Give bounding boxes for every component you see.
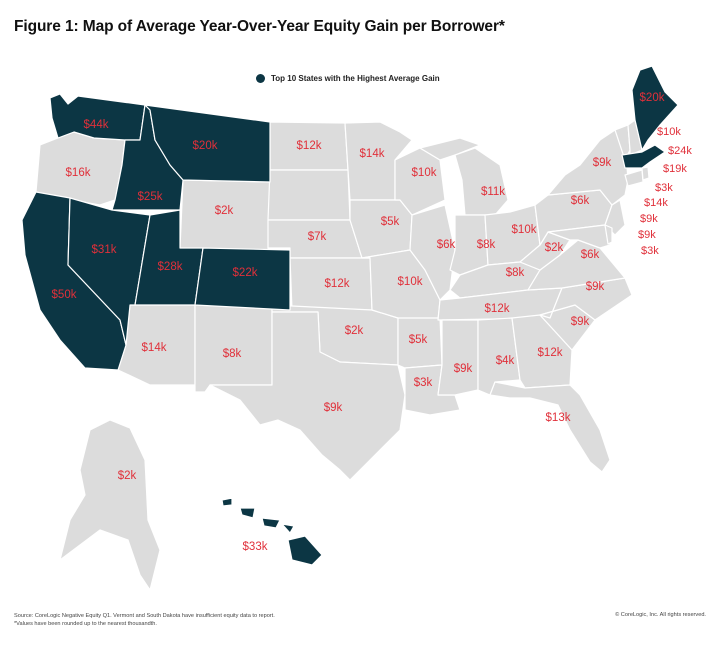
label-id: $25k xyxy=(138,191,163,203)
state-tx xyxy=(209,311,406,481)
state-mi xyxy=(419,137,509,216)
label-ca: $50k xyxy=(52,289,77,301)
legend: Top 10 States with the Highest Average G… xyxy=(256,74,440,83)
legend-swatch-icon xyxy=(256,74,265,83)
state-il xyxy=(409,204,456,301)
state-hi xyxy=(221,497,323,566)
label-ky: $8k xyxy=(506,267,525,279)
label-tn: $12k xyxy=(485,303,510,315)
footer-source-line: Source: CoreLogic Negative Equity Q1. Ve… xyxy=(14,613,275,619)
state-nj xyxy=(604,199,626,236)
label-hi: $33k xyxy=(243,541,268,553)
label-sc: $9k xyxy=(571,316,590,328)
label-co: $22k xyxy=(233,267,258,279)
state-de xyxy=(604,224,613,245)
label-ri: $19k xyxy=(663,163,687,175)
state-mt xyxy=(144,104,271,183)
highlight-states xyxy=(21,65,679,566)
label-la: $3k xyxy=(414,377,433,389)
label-wi: $10k xyxy=(412,167,437,179)
state-ms xyxy=(437,319,479,396)
label-nd: $12k xyxy=(297,140,322,152)
map-title: Figure 1: Map of Average Year-Over-Year … xyxy=(14,18,505,35)
label-ga: $12k xyxy=(538,347,563,359)
label-nh: $10k xyxy=(657,126,681,138)
label-mt: $20k xyxy=(193,140,218,152)
label-nv: $31k xyxy=(92,244,117,256)
label-az: $14k xyxy=(142,342,167,354)
state-ct xyxy=(624,169,644,187)
label-oh: $10k xyxy=(512,224,537,236)
label-va: $6k xyxy=(581,249,600,261)
state-ia xyxy=(349,199,413,259)
footer-copyright: © CoreLogic, Inc. All rights reserved. xyxy=(615,612,706,618)
label-ma: $24k xyxy=(668,145,692,157)
label-ny: $9k xyxy=(593,157,612,169)
label-mn: $14k xyxy=(360,148,385,160)
state-ri xyxy=(641,166,650,181)
label-wv: $2k xyxy=(545,242,564,254)
label-ak: $2k xyxy=(118,470,137,482)
label-dc: $3k xyxy=(641,245,659,257)
label-nc: $9k xyxy=(586,281,605,293)
label-nm: $8k xyxy=(223,348,242,360)
label-in: $8k xyxy=(477,239,496,251)
state-ak xyxy=(59,419,161,591)
label-mo: $10k xyxy=(398,276,423,288)
label-ks: $12k xyxy=(325,278,350,290)
label-nj: $14k xyxy=(644,197,668,209)
label-mi: $11k xyxy=(481,186,505,198)
legend-label: Top 10 States with the Highest Average G… xyxy=(271,74,440,83)
footer-note-line: *Values have been rounded up to the near… xyxy=(14,621,157,627)
label-ia: $5k xyxy=(381,216,400,228)
state-sd xyxy=(267,169,351,221)
state-co xyxy=(194,247,291,311)
label-tx: $9k xyxy=(324,402,343,414)
label-wa: $44k xyxy=(84,119,109,131)
label-al: $4k xyxy=(496,355,515,367)
label-or: $16k xyxy=(66,167,91,179)
state-labels: $44k $16k $50k $31k $25k $20k $2k $28k $… xyxy=(52,92,693,553)
label-ms: $9k xyxy=(454,363,473,375)
label-ne: $7k xyxy=(308,231,327,243)
base-states xyxy=(35,119,650,591)
label-de: $9k xyxy=(640,213,658,225)
footer-source: Source: CoreLogic Negative Equity Q1. Ve… xyxy=(14,612,275,628)
label-fl: $13k xyxy=(546,412,571,424)
state-fl xyxy=(489,381,611,473)
label-ct: $3k xyxy=(655,182,673,194)
state-nv xyxy=(67,197,151,346)
label-ut: $28k xyxy=(158,261,183,273)
state-wa xyxy=(49,93,146,141)
state-ma xyxy=(621,144,666,169)
label-md: $9k xyxy=(638,229,656,241)
label-ok: $2k xyxy=(345,325,364,337)
label-pa: $6k xyxy=(571,195,590,207)
label-il: $6k xyxy=(437,239,456,251)
label-ar: $5k xyxy=(409,334,428,346)
label-wy: $2k xyxy=(215,205,234,217)
state-me xyxy=(631,65,679,151)
label-me: $20k xyxy=(640,92,665,104)
